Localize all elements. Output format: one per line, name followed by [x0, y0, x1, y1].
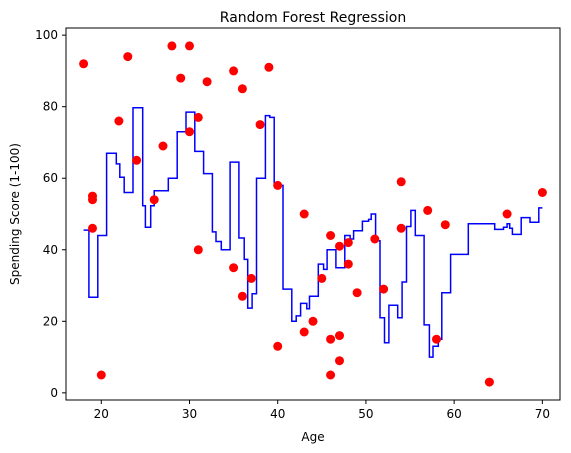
scatter-point	[396, 177, 406, 187]
scatter-point	[502, 209, 512, 219]
scatter-point	[176, 73, 186, 83]
scatter-point	[185, 127, 194, 137]
y-tick-label: 60	[43, 171, 58, 185]
scatter-point	[440, 220, 450, 230]
scatter-point	[423, 205, 433, 215]
plot-frame	[65, 27, 561, 401]
x-tick-label: 50	[358, 407, 373, 421]
scatter-point	[335, 356, 344, 366]
scatter-point	[149, 195, 159, 205]
scatter-point	[88, 223, 97, 233]
scatter-point	[326, 231, 336, 240]
scatter-point	[202, 77, 212, 87]
scatter-point	[96, 370, 106, 380]
scatter-point	[255, 120, 265, 130]
scatter-point	[379, 284, 389, 294]
scatter-point	[335, 331, 344, 341]
scatter-point	[299, 327, 309, 337]
plot-area	[79, 41, 547, 387]
scatter-point	[370, 234, 380, 244]
y-tick-label: 0	[50, 386, 58, 400]
scatter-point	[432, 334, 441, 344]
scatter-point	[246, 273, 256, 283]
scatter-point	[326, 334, 336, 344]
scatter-point	[484, 377, 494, 387]
x-axis-label: Age	[301, 430, 324, 444]
scatter-point	[114, 116, 124, 126]
x-axis-ticks: 20 30 40 50 60 70	[94, 400, 550, 421]
scatter-point	[167, 41, 177, 51]
scatter-point	[185, 41, 194, 51]
x-tick-label: 60	[447, 407, 462, 421]
scatter-point	[193, 245, 203, 255]
x-tick-label: 20	[94, 407, 109, 421]
y-tick-label: 40	[43, 243, 58, 257]
x-tick-label: 70	[535, 407, 550, 421]
scatter-point	[79, 59, 89, 69]
scatter-point	[88, 195, 97, 205]
scatter-point	[396, 223, 406, 233]
scatter-point	[537, 188, 547, 197]
scatter-point	[273, 180, 283, 190]
scatter-point	[123, 52, 133, 62]
scatter-point	[132, 155, 142, 165]
scatter-point	[264, 62, 274, 72]
y-axis-label: Spending Score (1-100)	[8, 143, 22, 285]
scatter-point	[237, 84, 247, 94]
scatter-point	[237, 291, 247, 301]
y-tick-label: 100	[35, 28, 58, 42]
scatter-point	[326, 370, 336, 380]
y-tick-label: 20	[43, 314, 58, 328]
y-tick-label: 80	[43, 100, 58, 114]
y-axis-ticks: 0 20 40 60 80 100	[35, 28, 66, 400]
scatter-point	[343, 238, 353, 248]
x-tick-label: 40	[270, 407, 285, 421]
chart-title: Random Forest Regression	[220, 10, 406, 26]
scatter-point	[229, 263, 239, 273]
scatter-point	[158, 141, 168, 151]
scatter-point	[317, 273, 327, 283]
scatter-point	[352, 288, 362, 298]
scatter-point	[229, 66, 239, 76]
scatter-point	[343, 259, 353, 269]
x-tick-label: 30	[182, 407, 197, 421]
scatter-point	[193, 112, 203, 122]
scatter-point	[335, 241, 344, 251]
scatter-point	[299, 209, 309, 219]
scatter-point	[308, 316, 318, 326]
scatter-point	[273, 341, 283, 351]
